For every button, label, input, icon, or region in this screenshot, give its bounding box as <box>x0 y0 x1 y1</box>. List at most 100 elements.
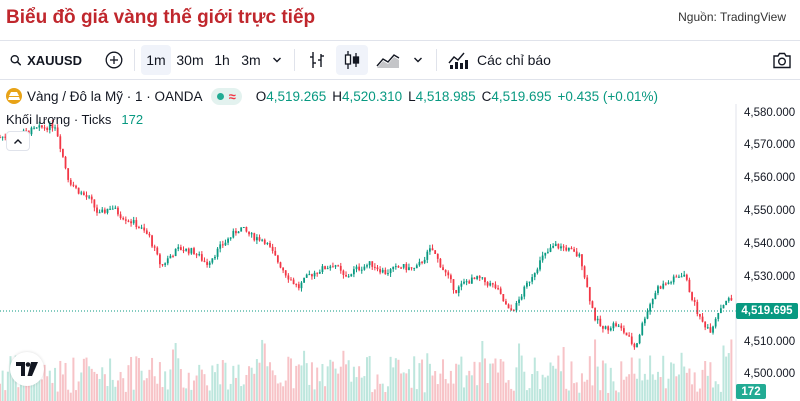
candle-body <box>261 239 264 241</box>
volume-bar <box>38 364 41 401</box>
volume-bar <box>709 362 712 401</box>
candle-body <box>119 214 122 218</box>
candle-body <box>360 269 363 271</box>
volume-bar <box>489 363 492 401</box>
volume-bar <box>355 377 358 401</box>
candle-body <box>468 281 471 284</box>
snapshot-button[interactable] <box>768 45 796 75</box>
volume-bar <box>494 358 497 401</box>
tradingview-logo[interactable] <box>10 352 44 386</box>
candle-body <box>274 250 277 256</box>
volume-label[interactable]: Khối lượng · Ticks <box>6 111 112 127</box>
volume-bar <box>510 388 513 401</box>
volume-bar <box>609 367 612 401</box>
candle-body <box>269 242 271 247</box>
volume-bar <box>727 353 730 401</box>
candle-body <box>431 248 434 251</box>
volume-bar <box>625 376 628 401</box>
candle-body <box>203 260 206 262</box>
volume-bar <box>573 383 576 401</box>
candle-body <box>434 250 437 254</box>
volume-bar <box>208 390 211 401</box>
volume-bar <box>305 363 308 401</box>
volume-bar <box>179 369 182 401</box>
interval-dropdown-button[interactable] <box>266 45 288 75</box>
candle-body <box>667 282 670 284</box>
volume-bar <box>688 368 691 401</box>
candle-body <box>82 192 85 196</box>
volume-bar <box>659 377 662 401</box>
volume-bar <box>583 381 586 401</box>
compare-symbol-button[interactable] <box>100 45 128 75</box>
chart-style-dropdown-button[interactable] <box>407 45 429 75</box>
collapse-legend-button[interactable] <box>6 131 30 151</box>
volume-bar <box>476 385 479 401</box>
volume-bar <box>559 371 562 401</box>
volume-bar <box>331 361 334 401</box>
candle-body <box>373 266 376 268</box>
candle-body <box>662 283 665 289</box>
candles-icon <box>344 51 360 69</box>
candle-body <box>219 244 222 249</box>
candle-body <box>111 208 114 210</box>
volume-bar <box>30 374 33 401</box>
volume-bar <box>714 381 717 401</box>
candle-body <box>701 316 704 322</box>
tradingview-logo-icon <box>16 362 38 376</box>
volume-bar <box>620 361 623 401</box>
candle-body <box>518 299 520 303</box>
candle-body <box>533 273 536 278</box>
candle-body <box>237 231 240 234</box>
interval-3m-button[interactable]: 3m <box>241 52 261 68</box>
volume-legend: Khối lượng · Ticks 172 <box>6 110 143 128</box>
volume-bar <box>132 389 135 401</box>
candle-body <box>62 148 64 157</box>
interval-1m-button[interactable]: 1m <box>141 45 171 75</box>
candle-body <box>730 298 733 301</box>
volume-bar <box>675 376 678 401</box>
candle-body <box>554 243 557 247</box>
indicators-button[interactable]: Các chỉ báo <box>444 45 554 75</box>
candle-body <box>271 246 274 251</box>
candle-body <box>106 208 109 213</box>
volume-bar <box>630 357 633 401</box>
volume-bar <box>465 375 468 401</box>
volume-bar <box>622 379 625 401</box>
candle-body <box>224 242 227 246</box>
volume-bar <box>43 364 46 401</box>
volume-bar <box>418 363 421 401</box>
area-style-button[interactable] <box>372 45 404 75</box>
volume-bar <box>457 364 460 401</box>
market-status-badge[interactable]: ≈ <box>210 87 242 105</box>
volume-bar <box>219 384 222 401</box>
volume-bar <box>499 359 502 401</box>
volume-bar <box>656 371 659 401</box>
candle-body <box>402 264 405 268</box>
candle-style-button[interactable] <box>336 45 368 75</box>
price-axis-label: 4,540.000 <box>744 238 796 250</box>
volume-bar <box>109 358 112 401</box>
candle-body <box>248 231 250 235</box>
area-chart-icon <box>376 54 400 68</box>
symbol-description[interactable]: Vàng / Đô la Mỹ · 1 · OANDA <box>27 88 203 104</box>
interval-30m-button[interactable]: 30m <box>176 52 204 68</box>
candle-body <box>69 179 72 185</box>
volume-bar <box>384 391 387 401</box>
candle-body <box>182 250 185 252</box>
volume-bar <box>478 362 481 401</box>
symbol-search-button[interactable]: XAUUSD <box>6 45 82 75</box>
volume-bar <box>200 369 203 401</box>
volume-bar <box>164 371 167 401</box>
bar-style-button[interactable] <box>302 45 332 75</box>
candle-body <box>221 244 224 246</box>
volume-bar <box>295 365 298 401</box>
open-key: O <box>255 88 267 104</box>
price-axis-label: 4,580.000 <box>744 107 796 119</box>
volume-bar <box>6 371 9 401</box>
volume-bar <box>9 356 12 401</box>
volume-bar <box>578 392 581 401</box>
interval-1h-button[interactable]: 1h <box>214 52 230 68</box>
price-axis-label: 4,570.000 <box>744 139 796 151</box>
volume-bar <box>371 392 374 401</box>
